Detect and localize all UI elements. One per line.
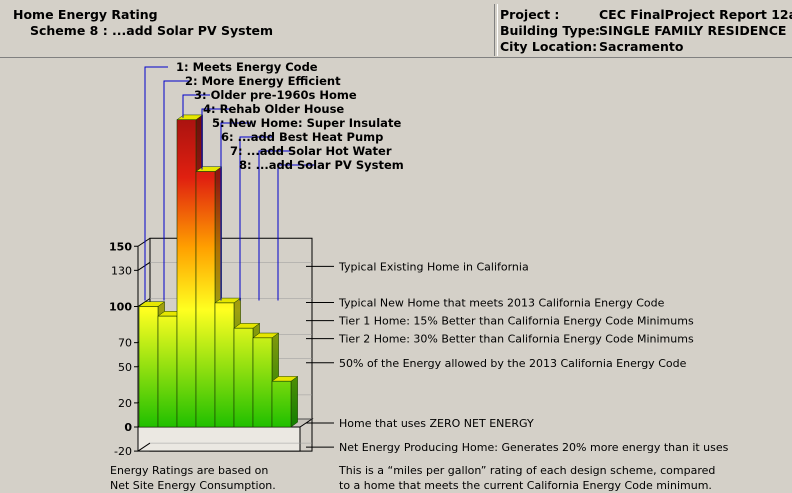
chart-negative-zone (137, 426, 301, 452)
footnote-basis-line2: Net Site Energy Consumption. (110, 479, 276, 492)
category-label: 2: More Energy Efficient (185, 74, 341, 88)
city-location-value: Sacramento (599, 39, 684, 54)
bar (214, 302, 235, 428)
bar (195, 171, 216, 428)
reference-label: Tier 2 Home: 30% Better than California … (338, 333, 694, 346)
footnote-mpg-line2: to a home that meets the current Califor… (339, 479, 712, 492)
footnote-basis: Energy Ratings are based on Net Site Ene… (110, 463, 276, 493)
category-label: 6: ...add Best Heat Pump (221, 130, 383, 144)
report-title: Home Energy Rating (13, 7, 158, 22)
y-tick-label: 50 (118, 361, 132, 374)
category-leader (220, 122, 252, 301)
category-leader (144, 66, 168, 301)
y-tick-label: 150 (109, 240, 132, 253)
bar (138, 306, 159, 428)
reference-label: 50% of the Energy allowed by the 2013 Ca… (339, 357, 687, 370)
bars (138, 114, 299, 428)
reference-label: Tier 1 Home: 15% Better than California … (338, 315, 694, 328)
grid-line (137, 237, 151, 247)
header-panel: Home Energy Rating Scheme 8 : ...add Sol… (0, 0, 792, 58)
bar (271, 380, 292, 428)
y-tick-label: 0 (124, 421, 132, 434)
reference-lines: Typical Existing Home in California Typic… (306, 260, 729, 454)
category-leader (277, 164, 315, 301)
reference-label: Typical Existing Home in California (338, 260, 529, 273)
y-tick-label: 20 (118, 397, 132, 410)
bar (233, 327, 254, 428)
project-label: Project : (500, 7, 560, 22)
category-leader (201, 108, 231, 170)
y-tick-label: -20 (114, 445, 132, 458)
header-divider (494, 4, 498, 56)
grid-line (137, 261, 151, 271)
scheme-name: Scheme 8 : ...add Solar PV System (30, 23, 274, 38)
reference-label: Net Energy Producing Home: Generates 20%… (339, 441, 729, 454)
reference-label: Typical New Home that meets 2013 Califor… (338, 297, 665, 310)
bar-side (290, 375, 298, 428)
category-label: 7: ...add Solar Hot Water (230, 144, 392, 158)
category-leader (182, 94, 210, 118)
bar (252, 337, 273, 428)
building-type-label: Building Type: (500, 23, 601, 38)
energy-rating-chart: 150 130 100 70 50 20 0 -20 Typical Existing Hom… (109, 60, 729, 458)
footnote-mpg-line1: This is a “miles per gallon” rating of e… (339, 464, 716, 477)
category-leader (163, 80, 189, 301)
category-label: 4: Rehab Older House (203, 102, 344, 116)
bar (157, 315, 178, 428)
y-tick-label: 100 (109, 301, 132, 314)
category-leader (239, 136, 273, 301)
grid-line (137, 442, 151, 452)
building-type-value: SINGLE FAMILY RESIDENCE (599, 23, 787, 38)
category-label: 8: ...add Solar PV System (239, 158, 404, 172)
category-leader (258, 150, 294, 301)
footnote-mpg: This is a “miles per gallon” rating of e… (339, 463, 715, 493)
reference-label: Home that uses ZERO NET ENERGY (339, 417, 534, 430)
category-label: 3: Older pre-1960s Home (194, 88, 357, 102)
grid-line (137, 298, 151, 307)
y-tick-label: 70 (118, 337, 132, 350)
bar (176, 119, 197, 428)
project-value: CEC FinalProject Report 12a (599, 7, 792, 22)
city-location-label: City Location: (500, 39, 598, 54)
category-label: 5: New Home: Super Insulate (212, 116, 401, 130)
footnote-basis-line1: Energy Ratings are based on (110, 464, 269, 477)
category-label: 1: Meets Energy Code (176, 60, 318, 74)
y-tick-label: 130 (111, 264, 132, 277)
